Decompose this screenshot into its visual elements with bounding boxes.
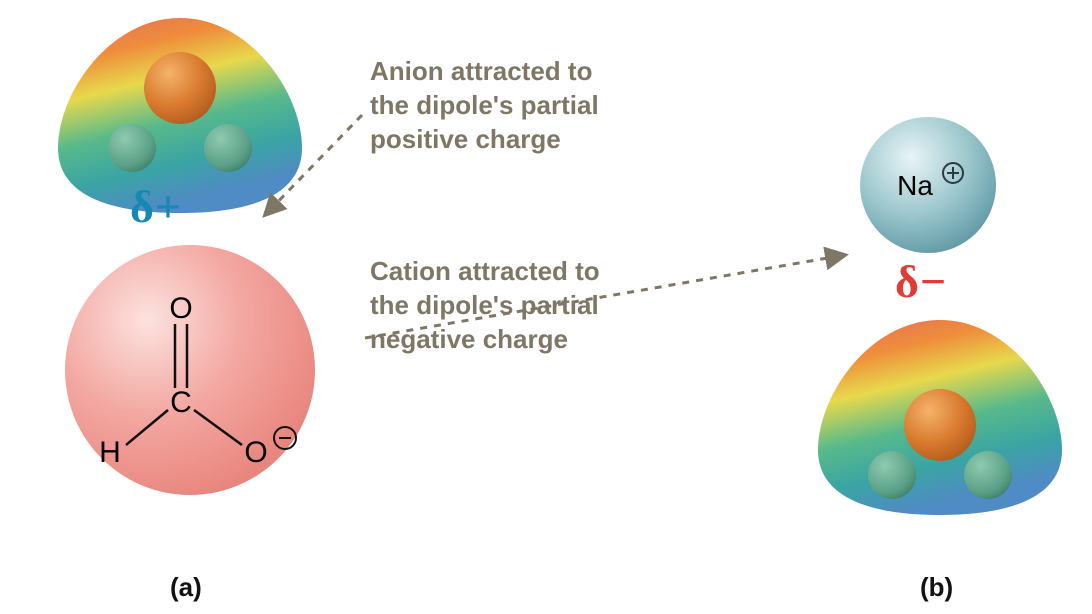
diagram-stage: δ+ O C H O Anion attracted to the dipole… xyxy=(0,0,1092,614)
delta-minus-label: δ− xyxy=(895,255,947,308)
panel-label-b: (b) xyxy=(920,572,953,603)
panel-label-a: (a) xyxy=(170,572,202,603)
na-cation-sphere: Na xyxy=(858,115,998,255)
na-label: Na xyxy=(897,170,933,201)
water-molecule-b xyxy=(810,310,1070,520)
